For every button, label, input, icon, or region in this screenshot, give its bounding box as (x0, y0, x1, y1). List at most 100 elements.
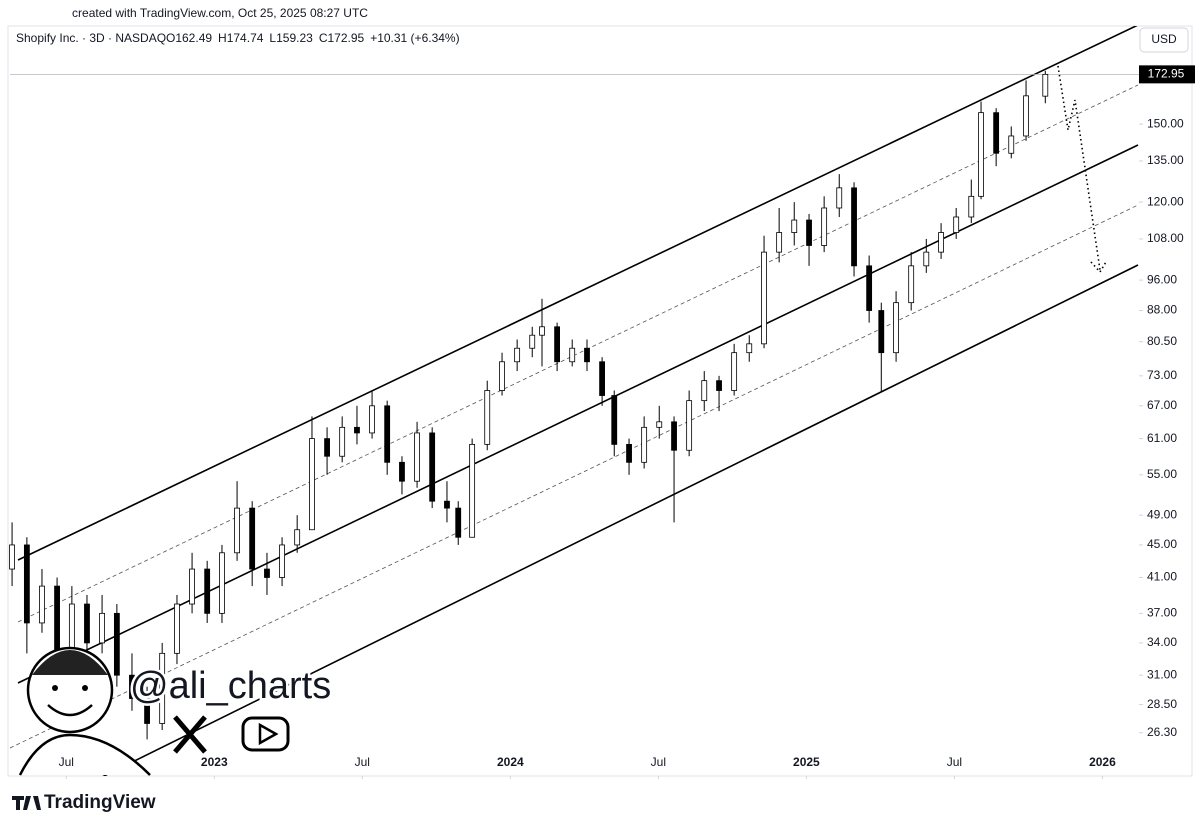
channel-lower-mid (9, 204, 1139, 749)
ohlc-value: +10.31 (+6.34%) (370, 31, 459, 45)
candle-body (279, 544, 285, 578)
candle-body (469, 443, 476, 538)
candle-body (414, 432, 420, 482)
candle-body (938, 232, 944, 253)
candle-body (455, 507, 462, 538)
y-tick-label: 67.00 (1147, 398, 1177, 412)
candle-body (84, 603, 90, 644)
candle-body (836, 187, 843, 209)
candle-body (893, 302, 899, 354)
candle-body (1042, 73, 1049, 97)
candle-body (761, 251, 767, 345)
candle-body (499, 361, 505, 391)
candle-body (264, 568, 270, 578)
candle-body (144, 698, 150, 724)
candle-body (159, 652, 166, 724)
candle-body (189, 568, 195, 605)
candle-body (1008, 135, 1015, 154)
y-tick-label: 135.00 (1147, 153, 1184, 167)
channel-middle (17, 144, 1139, 684)
y-tick-label: 73.00 (1147, 368, 1177, 382)
candle-body (384, 405, 391, 463)
candle-body (993, 112, 1000, 154)
avatar-eye (52, 685, 58, 691)
candle-body (399, 461, 405, 482)
y-tick-label: 61.00 (1147, 431, 1177, 445)
candle-body (641, 426, 648, 463)
y-tick-label: 120.00 (1147, 194, 1184, 208)
candle-body (746, 343, 753, 354)
y-tick-label: 37.00 (1147, 606, 1177, 620)
symbol-title: Shopify Inc. · 3D · NASDAQ (16, 31, 166, 45)
candle-body (671, 421, 677, 451)
x-tick-label: Jul (355, 755, 370, 769)
candle-body (514, 347, 521, 363)
candle-body (626, 443, 632, 463)
candle-body (234, 507, 240, 554)
currency-button[interactable] (1139, 27, 1189, 53)
y-tick-label: 34.00 (1147, 635, 1177, 649)
x-tick-label: 2023 (201, 755, 228, 769)
youtube-play (258, 722, 279, 746)
avatar-hair (32, 650, 108, 675)
candle-body (599, 361, 606, 396)
y-tick-label: 150.00 (1147, 116, 1184, 130)
candle-body (611, 395, 618, 445)
ohlc-legend: O162.49 H174.74 L159.23 C172.95 +10.31 (+6.3… (166, 31, 460, 45)
y-tick-label: 28.50 (1147, 697, 1177, 711)
x-tick-label: 2026 (1089, 755, 1116, 769)
candle-body (23, 544, 30, 624)
candle-body (716, 380, 722, 391)
y-tick-label: 26.30 (1147, 725, 1177, 739)
x-tick-label: Jul (59, 755, 74, 769)
candle-body (686, 400, 693, 451)
currency[interactable]: USD (1151, 32, 1177, 46)
candle-body (129, 674, 135, 699)
candle-body (554, 326, 561, 363)
x-tick-label: Jul (651, 755, 666, 769)
x-tick-label: 2025 (793, 755, 820, 769)
y-tick-label: 80.50 (1147, 334, 1177, 348)
projection-arrow (1090, 261, 1107, 274)
candle-body (219, 552, 225, 614)
y-tick-label: 45.00 (1147, 537, 1177, 551)
last-price-tag (1139, 65, 1195, 84)
avatar-eye (82, 685, 88, 691)
y-tick-label: 41.00 (1147, 570, 1177, 584)
credit: created with TradingView.com, Oct 25, 20… (72, 6, 368, 20)
candle-body (953, 216, 960, 233)
candle-body (354, 426, 360, 434)
ohlc-value: C172.95 (319, 31, 365, 45)
ohlc-value: L159.23 (269, 31, 313, 45)
candle-body (9, 544, 15, 570)
candles (9, 70, 1139, 740)
y-tick-label: 55.00 (1147, 467, 1177, 481)
avatar-smile (47, 704, 93, 717)
candle-body (324, 438, 330, 457)
x-tick-label: Jul (947, 755, 962, 769)
candle-body (908, 265, 915, 304)
candle-body (39, 585, 45, 624)
x-logo (173, 715, 207, 754)
chart-frame (7, 25, 1193, 777)
candle-body (339, 426, 346, 457)
candle-body (249, 507, 256, 570)
candle-body (113, 612, 120, 676)
candle-body (878, 310, 885, 354)
candle-body (429, 432, 436, 502)
brand: TradingView (44, 792, 156, 813)
candle-body (821, 207, 828, 246)
ohlc-value: O162.49 (166, 31, 212, 45)
candle-body (529, 334, 536, 349)
candle-body (656, 421, 663, 428)
candle-body (369, 405, 375, 434)
watermark-handle: @ali_charts (130, 665, 331, 707)
avatar-body (18, 733, 151, 776)
projection-path (1057, 65, 1101, 271)
candle-body (539, 326, 545, 336)
candle-body (923, 251, 930, 267)
channel-top (17, 26, 1138, 561)
y-tick-label: 31.00 (1147, 667, 1177, 681)
